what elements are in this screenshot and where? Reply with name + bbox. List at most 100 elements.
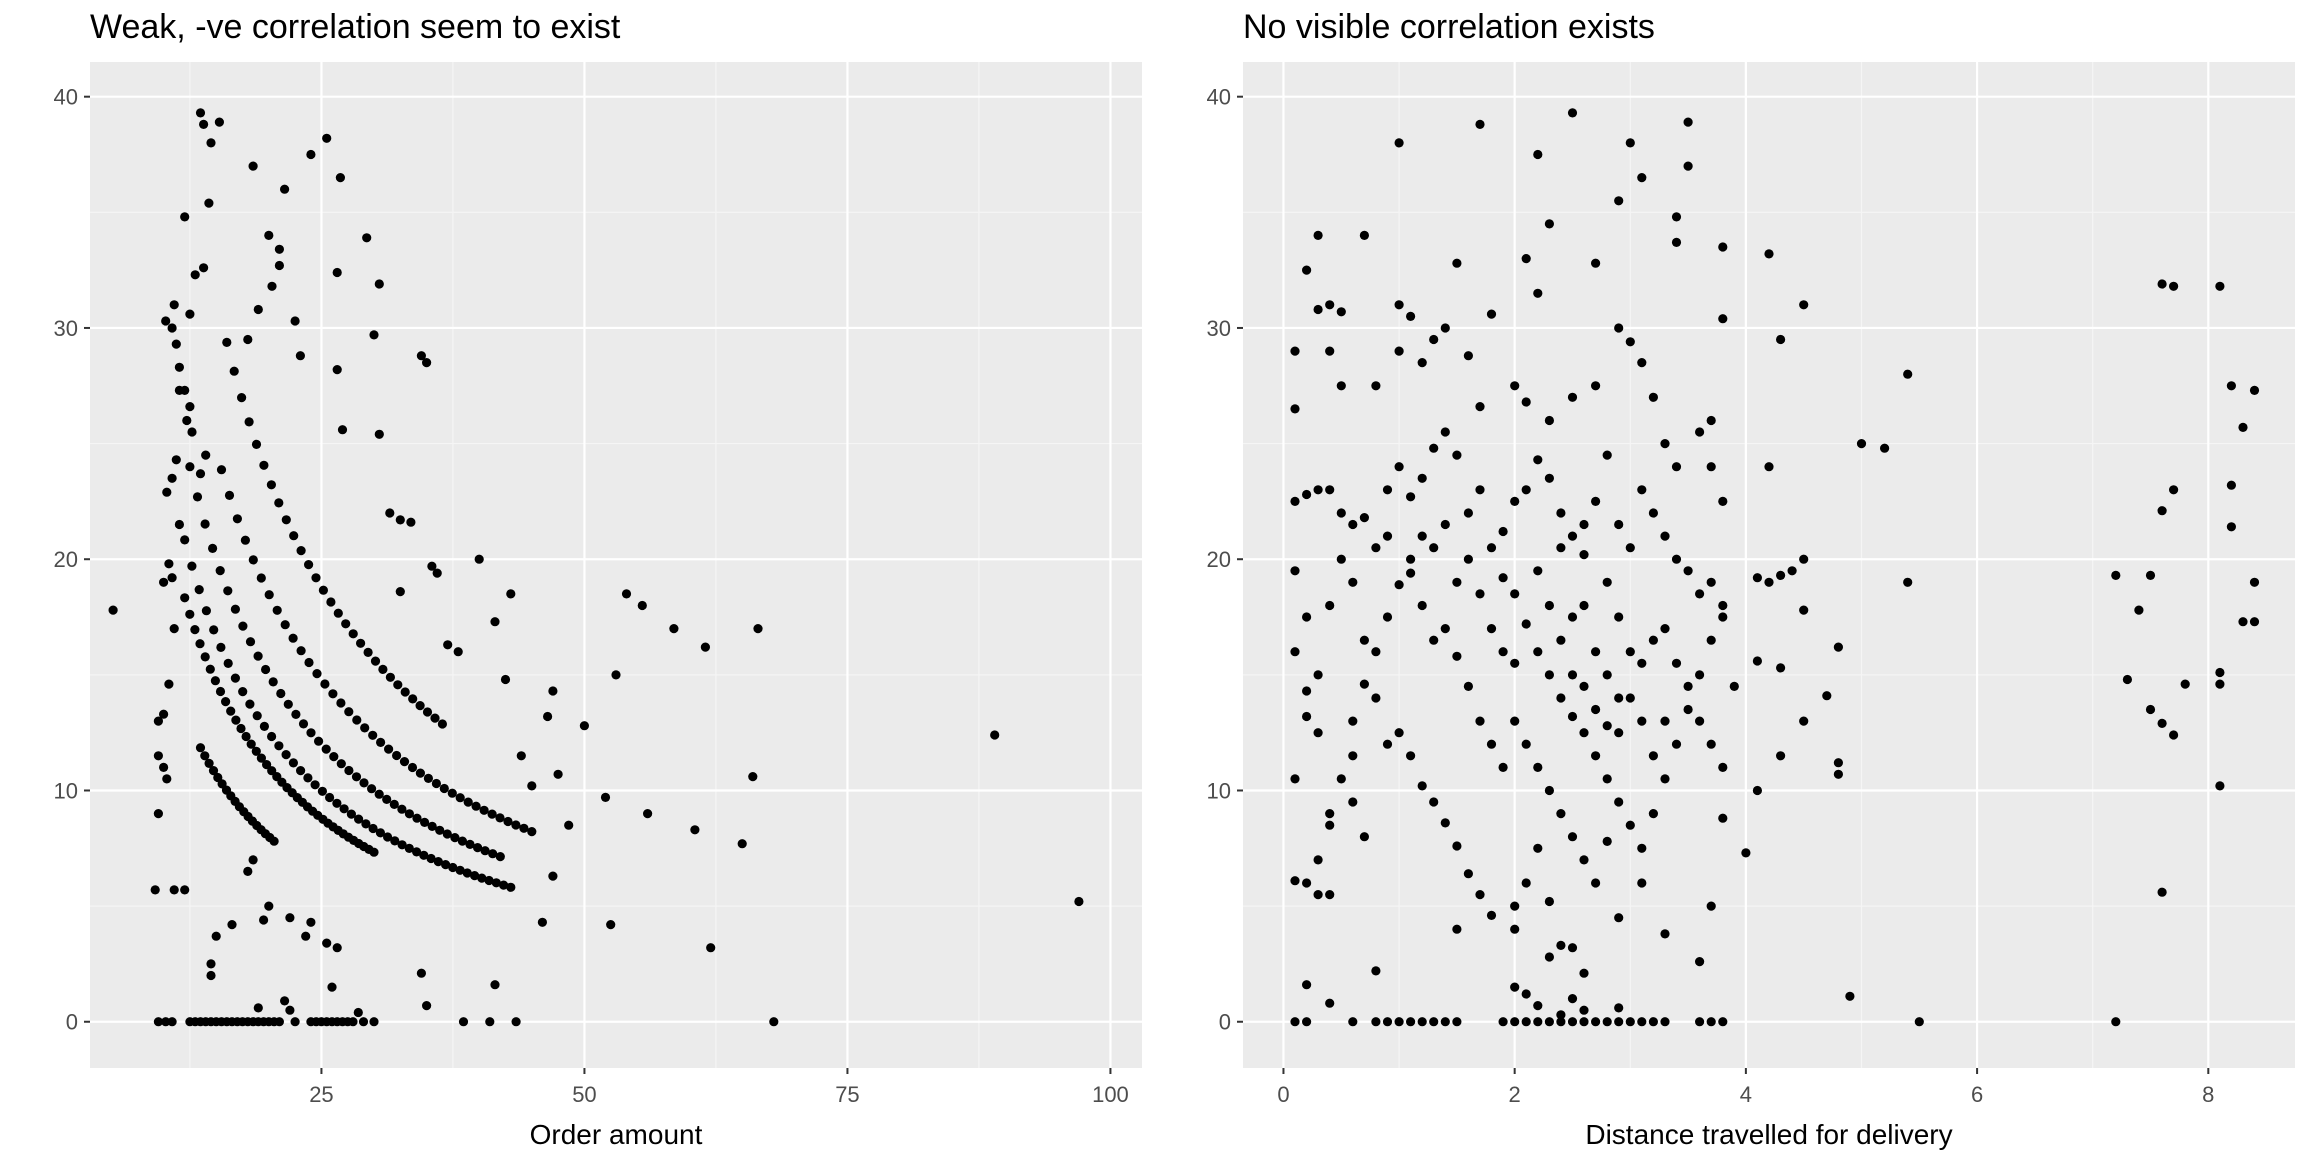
- data-point: [753, 624, 763, 634]
- data-point: [310, 780, 320, 790]
- data-point: [1602, 450, 1612, 460]
- data-point: [2249, 385, 2260, 395]
- data-point: [400, 687, 410, 697]
- data-point: [1452, 651, 1462, 661]
- data-point: [1463, 869, 1473, 879]
- data-point: [326, 597, 336, 607]
- data-point: [1417, 473, 1427, 483]
- data-point: [1510, 589, 1520, 599]
- data-point: [296, 646, 306, 656]
- data-point: [1510, 496, 1520, 506]
- data-point: [1452, 577, 1462, 587]
- data-point: [1382, 1017, 1393, 1027]
- data-point: [332, 365, 342, 375]
- data-point: [1718, 600, 1728, 611]
- data-point: [1764, 462, 1774, 472]
- data-point: [548, 871, 558, 881]
- data-point: [108, 605, 118, 615]
- data-point: [2111, 1017, 2121, 1027]
- data-point: [1833, 769, 1843, 779]
- data-point: [1822, 691, 1832, 701]
- data-point: [171, 339, 181, 349]
- data-point: [1371, 543, 1381, 553]
- data-point: [1903, 369, 1913, 379]
- data-point: [1880, 443, 1890, 453]
- data-point: [199, 119, 209, 129]
- data-point: [194, 585, 204, 595]
- data-point: [1533, 1001, 1543, 1011]
- data-point: [1614, 1003, 1624, 1013]
- data-point: [306, 917, 316, 927]
- data-point: [1452, 1017, 1462, 1027]
- data-point: [195, 469, 206, 479]
- data-point: [422, 1001, 432, 1011]
- data-point: [1313, 670, 1323, 680]
- data-point: [1776, 570, 1786, 581]
- data-point: [1695, 670, 1705, 680]
- data-point: [171, 455, 181, 465]
- data-point: [223, 586, 233, 596]
- data-point: [1325, 809, 1335, 819]
- data-point: [1718, 813, 1728, 823]
- data-point: [1429, 797, 1439, 807]
- data-point: [1371, 381, 1381, 391]
- data-point: [2122, 674, 2132, 685]
- data-point: [261, 664, 271, 675]
- data-point: [1579, 550, 1589, 560]
- data-point: [267, 731, 277, 742]
- data-point: [167, 323, 177, 333]
- data-point: [367, 784, 377, 794]
- data-point: [499, 880, 509, 890]
- data-point: [1752, 656, 1762, 666]
- data-point: [304, 657, 314, 668]
- data-point: [1394, 138, 1404, 148]
- data-point: [1625, 1017, 1635, 1027]
- data-point: [185, 462, 195, 472]
- data-point: [164, 679, 174, 689]
- data-point: [253, 651, 263, 661]
- data-point: [1325, 600, 1335, 611]
- data-point: [1498, 526, 1508, 537]
- data-point: [385, 508, 395, 518]
- data-point: [426, 853, 436, 864]
- data-point: [404, 843, 414, 854]
- data-point: [393, 680, 403, 690]
- data-point: [1313, 890, 1323, 900]
- data-point: [1556, 940, 1566, 951]
- data-point: [1290, 647, 1300, 657]
- data-point: [415, 768, 425, 778]
- data-point: [306, 149, 316, 160]
- data-point: [1325, 998, 1335, 1008]
- data-point: [470, 871, 480, 881]
- data-point: [1776, 334, 1786, 345]
- data-point: [1486, 910, 1497, 921]
- data-point: [435, 825, 445, 835]
- data-point: [1521, 739, 1531, 749]
- data-point: [1336, 307, 1346, 317]
- data-point: [296, 546, 306, 556]
- data-point: [1463, 681, 1473, 692]
- data-point: [1533, 843, 1543, 853]
- data-point: [199, 263, 209, 273]
- data-point: [1799, 300, 1809, 310]
- data-point: [1313, 304, 1323, 315]
- data-point: [264, 901, 274, 911]
- data-point: [288, 758, 298, 768]
- data-point: [375, 828, 385, 838]
- left-x-tick-label: 75: [835, 1082, 859, 1107]
- data-point: [1429, 1017, 1439, 1027]
- data-point: [1533, 149, 1543, 160]
- data-point: [167, 1017, 177, 1027]
- data-point: [474, 554, 484, 564]
- data-point: [2145, 704, 2156, 715]
- data-point: [395, 587, 405, 597]
- data-point: [2226, 522, 2236, 532]
- data-point: [245, 637, 256, 647]
- data-point: [200, 519, 210, 529]
- data-point: [341, 619, 351, 629]
- data-point: [1359, 513, 1369, 523]
- data-point: [408, 694, 418, 704]
- data-point: [1406, 568, 1416, 578]
- data-point: [153, 716, 163, 726]
- data-point: [1336, 508, 1346, 518]
